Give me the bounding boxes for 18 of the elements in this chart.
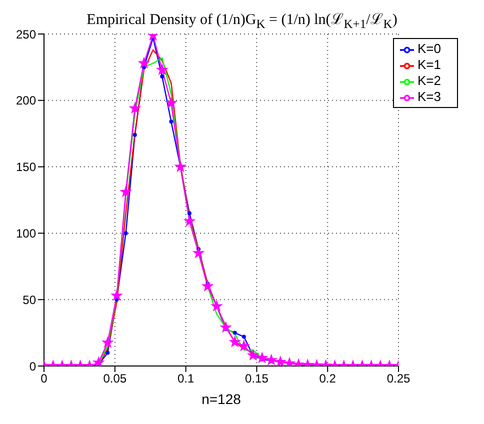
x-tick-label: 0 bbox=[40, 372, 48, 386]
x-tick-label: 0.05 bbox=[103, 372, 127, 386]
y-tick-label: 0 bbox=[29, 359, 36, 374]
legend-label: K=1 bbox=[418, 57, 441, 72]
x-axis-title: n=128 bbox=[202, 391, 242, 407]
y-tick-label: 100 bbox=[16, 226, 36, 240]
legend-label: K=3 bbox=[418, 89, 441, 104]
legend-label: K=0 bbox=[418, 41, 441, 56]
y-tick-label: 150 bbox=[16, 160, 36, 174]
y-tick-label: 50 bbox=[22, 292, 36, 307]
y-tick-label: 250 bbox=[16, 27, 36, 42]
x-tick-label: 0.25 bbox=[386, 372, 410, 386]
legend-label: K=2 bbox=[418, 73, 441, 88]
x-tick-label: 0.15 bbox=[245, 372, 269, 386]
x-tick-label: 0.1 bbox=[177, 372, 194, 386]
y-tick-label: 200 bbox=[16, 94, 36, 108]
x-tick-label: 0.2 bbox=[319, 372, 336, 386]
chart-title: Empirical Density of (1/n)G$_{K}$ = (1/n) ln(ℒ$_{K+1}$/ℒ$_{K}$) bbox=[86, 12, 398, 31]
